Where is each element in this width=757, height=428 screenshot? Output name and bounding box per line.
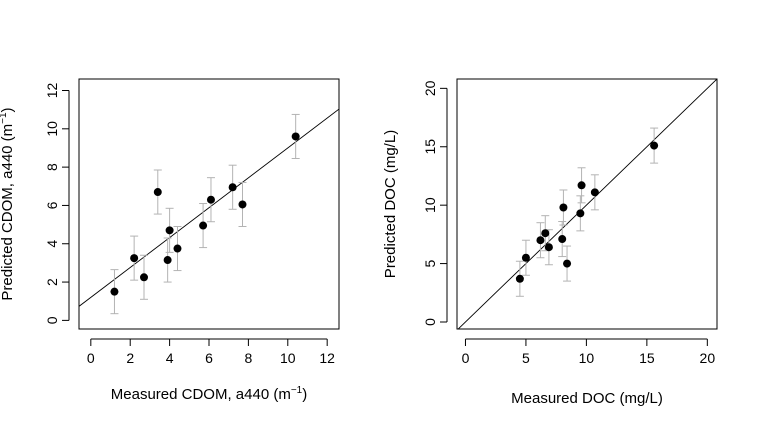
data-point [650,141,659,150]
data-point [576,209,585,218]
data-point [130,254,139,263]
plot-frame [456,78,718,330]
ylabel-end: ) [0,107,16,112]
xlabel-end: ) [302,386,307,403]
xlabel-text: Measured DOC (mg/L) [511,390,663,407]
doc-scatter-panel: 0 5 10 15 20 0 5 10 15 20 Measured DOC (mg/L) Predi… [382,78,718,407]
xlabel-superscript: −1 [291,385,303,396]
x-axis-title: Measured CDOM, a440 (m−1) [111,385,307,403]
ylabel-text: Predicted DOC (mg/L) [382,130,399,278]
x-axis-title: Measured DOC (mg/L) [511,390,663,407]
x-tick-label: 8 [244,350,252,366]
data-point [521,253,530,262]
y-tick-label: 10 [44,121,60,137]
data-point [515,274,524,283]
y-tick-label: 12 [44,82,60,98]
data-point [558,235,567,244]
y-tick-label: 0 [422,318,438,326]
y-axis-title: Predicted CDOM, a440 (m−1) [0,107,16,300]
x-tick-label: 6 [205,350,213,366]
data-point [544,243,553,252]
plot-frame [78,78,340,330]
y-tick-label: 5 [422,259,438,267]
x-tick-label: 12 [319,350,335,366]
y-tick-label: 2 [44,278,60,286]
data-point [590,188,599,197]
y-tick-label: 10 [422,197,438,213]
y-axis-title: Predicted DOC (mg/L) [382,130,399,278]
data-point [228,183,237,192]
x-tick-label: 0 [87,350,95,366]
x-axis: 0 5 10 15 20 [462,338,716,366]
data-point [559,203,568,212]
data-point [536,236,545,245]
x-tick-label: 2 [126,350,134,366]
y-tick-label: 20 [422,80,438,96]
y-tick-label: 0 [44,316,60,324]
data-point [110,287,119,296]
data-point [206,195,215,204]
data-point [238,200,247,209]
x-tick-label: 0 [462,350,470,366]
x-tick-label: 4 [166,350,174,366]
x-tick-label: 10 [579,350,595,366]
data-point [563,259,572,268]
data-point [163,256,172,265]
xlabel-text: Measured CDOM, a440 (m [111,386,291,403]
fit-line [457,79,717,329]
data-point [541,229,550,238]
y-tick-label: 6 [44,201,60,209]
x-tick-label: 5 [522,350,530,366]
data-point [577,181,586,190]
data-point [153,188,162,197]
y-axis: 0 2 4 6 8 10 12 [44,82,70,324]
x-tick-label: 20 [700,350,716,366]
ylabel-superscript: −1 [0,112,9,124]
x-tick-label: 15 [639,350,655,366]
y-tick-label: 8 [44,163,60,171]
y-tick-label: 4 [44,240,60,248]
cdom-scatter-panel: 0 2 4 6 8 10 12 0 2 4 6 8 10 12 Measured CDOM, a440 (m… [0,78,340,403]
data-point [165,226,174,235]
y-axis: 0 5 10 15 20 [422,80,448,326]
fit-line [79,108,339,307]
data-point [199,221,208,230]
x-axis: 0 2 4 6 8 10 12 [87,338,335,366]
data-point [173,244,182,253]
y-tick-label: 15 [422,139,438,155]
data-point [140,273,148,282]
data-point [291,132,300,141]
ylabel-text: Predicted CDOM, a440 (m [0,124,16,301]
x-tick-label: 10 [280,350,296,366]
